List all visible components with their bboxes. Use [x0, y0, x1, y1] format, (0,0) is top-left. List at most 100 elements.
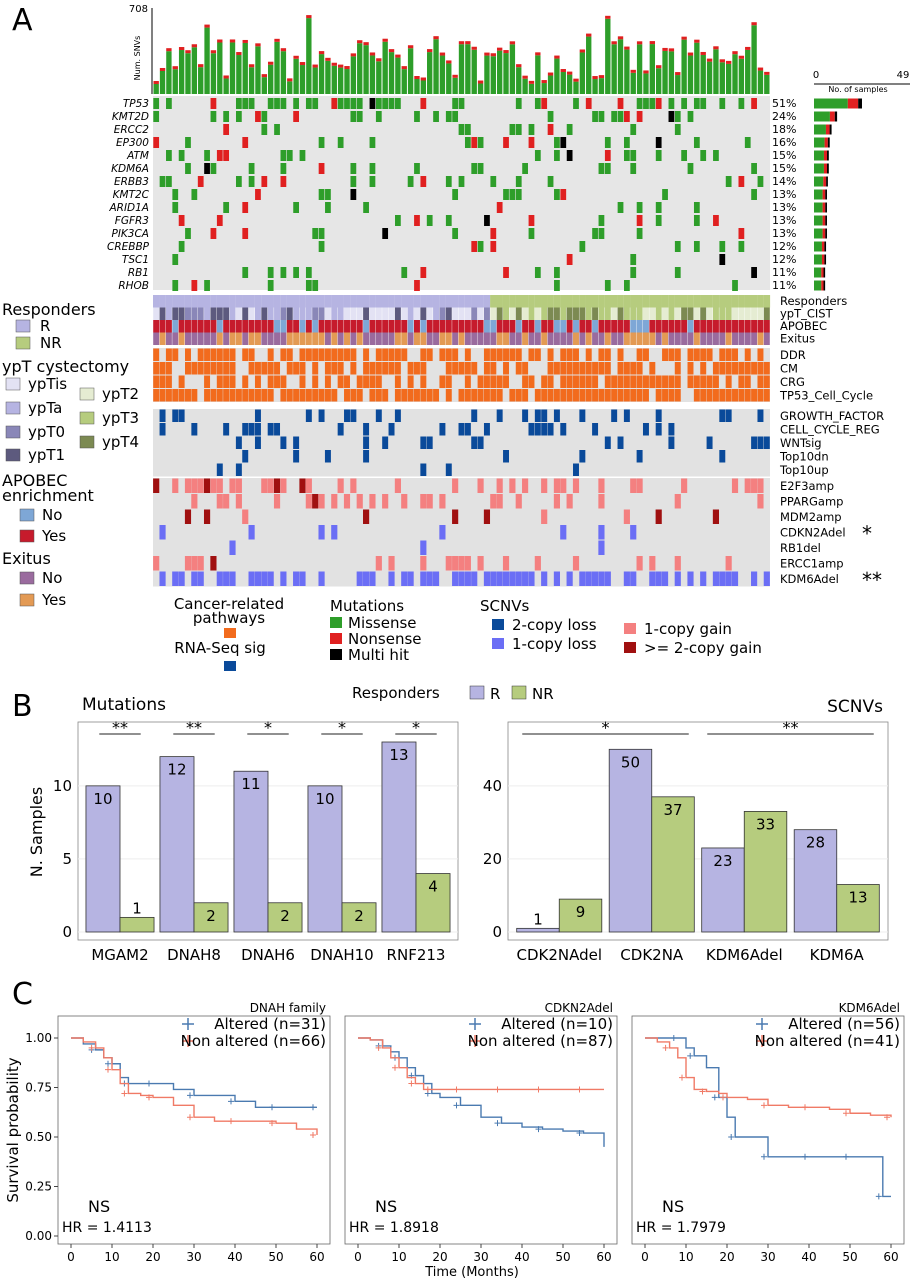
top-bar-ymax: 708 [129, 4, 148, 15]
scnv-cell [312, 494, 319, 509]
ypt-cell [528, 307, 535, 320]
significance-mark: * [264, 718, 272, 737]
apobec-cell [248, 320, 255, 333]
bar-nr [267, 902, 303, 933]
scnv-cell [267, 571, 274, 586]
signature-cell [611, 409, 618, 422]
mutation-cell [350, 98, 357, 109]
mutation-cell [471, 241, 478, 252]
apobec-cell [573, 320, 579, 333]
scnv-cell [560, 478, 567, 493]
pathway-cell [573, 375, 579, 388]
responder-cell [700, 295, 707, 308]
snv-bar-nonsense [191, 44, 198, 48]
side-bar-missense [814, 202, 823, 213]
survival-panel: Survival probability Time (Months) DNAH … [4, 1001, 905, 1280]
apobec-cell [763, 320, 770, 333]
snv-bar [452, 77, 458, 94]
bar-r [159, 756, 195, 933]
snv-bar-nonsense [465, 41, 471, 45]
scnv-cell [534, 556, 541, 571]
side-bar-nonsense [822, 189, 826, 200]
mutation-cell [604, 150, 611, 161]
gene-label: KMT2D [112, 111, 149, 123]
responder-cell [483, 295, 491, 308]
legend-ypta: ypTa [28, 399, 62, 417]
ypt-cell [541, 307, 548, 320]
scnv-cell [630, 525, 637, 540]
mutation-cell [350, 189, 357, 200]
scnv-cell [197, 571, 204, 586]
ypt-cell [216, 307, 223, 320]
pathway-cell [274, 362, 281, 375]
censor-mark [884, 1114, 890, 1121]
pathway-cell [216, 375, 223, 388]
ypt-cell [388, 307, 395, 320]
snv-bar-nonsense [509, 41, 516, 45]
pathway-cell [560, 362, 567, 375]
responder-cell [343, 295, 351, 308]
mutation-cell [630, 267, 637, 278]
snv-bar-nonsense [420, 77, 427, 81]
gene-pct: 12% [772, 240, 796, 253]
signature-cell [547, 423, 554, 436]
pathway-cell [573, 389, 579, 402]
bar-nr [743, 811, 788, 933]
scnv-cell [719, 571, 726, 586]
signature-cell [642, 423, 649, 436]
responder-cell [744, 295, 752, 308]
snv-bar-nonsense [178, 47, 185, 51]
scnv-cell [280, 478, 287, 493]
snv-bar [535, 55, 541, 94]
snv-bar-nonsense [312, 64, 318, 68]
apobec-cell [630, 320, 637, 333]
gene-label: CREBBP [107, 241, 150, 253]
responder-cell [172, 295, 179, 308]
apobec-cell [401, 320, 408, 333]
responder-cell [229, 295, 236, 308]
snv-bar [210, 53, 217, 94]
gene-label: KDM6A [111, 163, 149, 175]
signature-cell [655, 409, 662, 422]
pathway-row-label: TP53_Cell_Cycle [779, 389, 873, 403]
signature-cell [159, 409, 166, 422]
scnv-cell [598, 525, 605, 540]
mutation-cell [732, 280, 738, 291]
gene-pct: 13% [772, 214, 796, 227]
signature-cell [541, 409, 548, 422]
bar-value-label: 2 [354, 907, 364, 925]
y-tick-label: 0.50 [25, 1130, 52, 1144]
ypt-cell [636, 307, 643, 320]
mutation-cell [515, 124, 522, 135]
x-tick-label: 20 [719, 1250, 734, 1264]
scnv-cell [496, 478, 503, 493]
pathway-cell [407, 375, 414, 388]
pathway-cell [496, 389, 503, 402]
pathway-cell [528, 348, 535, 361]
responder-cell [706, 295, 713, 308]
mutation-cell [528, 215, 535, 226]
mutation-cell [350, 111, 357, 122]
side-bar-min: 0 [813, 70, 819, 81]
category-label: MGAM2 [91, 946, 148, 964]
pathway-cell [579, 375, 586, 388]
scnv-cell [471, 571, 478, 586]
exitus-cell [662, 332, 669, 345]
gene-label: RB1 [128, 267, 149, 279]
pathway-cell [566, 362, 573, 375]
signature-cell [757, 436, 764, 449]
scnv-cell [235, 478, 242, 493]
ypt-cell [235, 307, 242, 320]
pathway-cell [369, 375, 376, 388]
exitus-cell [592, 332, 599, 345]
exitus-cell [573, 332, 579, 345]
pathway-row-label: CM [780, 362, 798, 376]
exitus-cell [369, 332, 376, 345]
mutation-cell [630, 124, 637, 135]
pathway-cell [235, 389, 242, 402]
legend-rnaseq: RNA-Seq sig [174, 639, 266, 657]
pathway-cell [744, 389, 751, 402]
snv-bar-nonsense [700, 51, 706, 55]
exitus-cell [642, 332, 649, 345]
responder-cell [560, 295, 567, 308]
